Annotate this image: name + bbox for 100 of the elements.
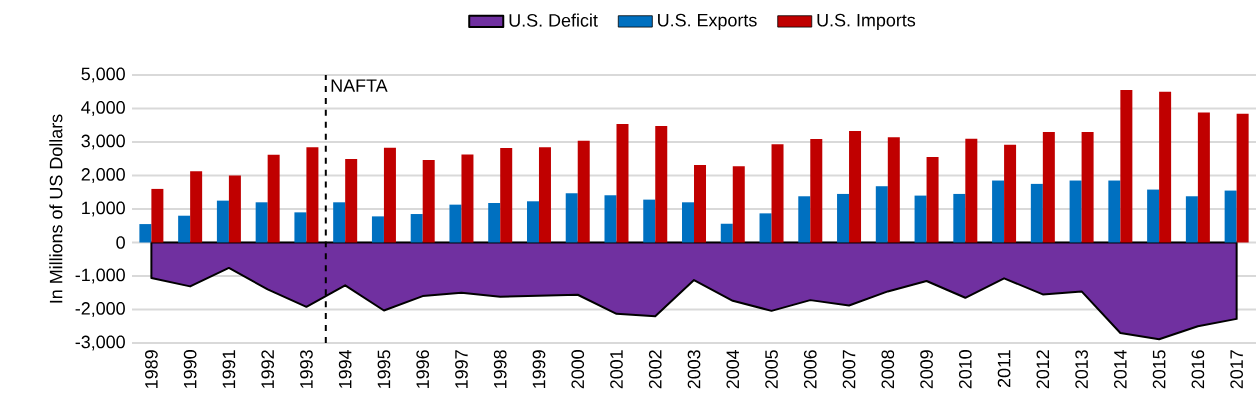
bar: [216, 200, 229, 243]
bar: [345, 159, 358, 243]
bar: [682, 202, 695, 243]
x-tick-label: 1998: [493, 350, 507, 388]
x-tick-label: 1997: [455, 350, 468, 388]
x-tick-label: 2016: [1191, 350, 1205, 389]
bar: [1004, 144, 1017, 243]
x-tick-label: 2012: [1036, 350, 1050, 389]
bar: [1120, 90, 1133, 243]
bar: [267, 154, 280, 243]
bar: [1197, 112, 1210, 243]
x-tick-label: 1999: [532, 350, 546, 388]
x-tick-label: 2017: [1230, 350, 1243, 389]
bar: [255, 202, 268, 243]
y-tick-label: -3,000: [75, 335, 125, 351]
bar: [1042, 131, 1055, 243]
bar: [228, 175, 241, 243]
x-tick-label: 2001: [610, 350, 623, 389]
y-axis-title: In Millions of US Dollars: [49, 114, 63, 303]
x-tick-label: 2009: [920, 350, 933, 389]
x-tick-label: 2014: [1114, 349, 1127, 389]
bar: [604, 195, 617, 243]
x-tick-label: 2011: [997, 350, 1011, 388]
bar: [875, 186, 888, 243]
x-tick-label: 2007: [842, 350, 856, 389]
bar: [837, 193, 850, 243]
bar: [759, 213, 772, 243]
bar: [1147, 189, 1160, 243]
y-tick-label: 0: [116, 236, 125, 249]
bar: [190, 171, 203, 243]
x-tick-label: 2002: [648, 350, 662, 389]
bar: [849, 130, 862, 243]
bar: [449, 204, 462, 243]
bar: [577, 140, 590, 243]
bar: [926, 157, 939, 243]
bar: [500, 148, 513, 243]
bar: [1108, 180, 1121, 243]
bar: [810, 138, 823, 243]
bar: [383, 147, 396, 243]
bar: [1081, 131, 1094, 243]
bar: [151, 188, 164, 243]
bar: [538, 147, 551, 243]
x-tick-label: 2000: [571, 350, 585, 389]
bar: [1185, 196, 1198, 243]
bar: [488, 202, 501, 243]
y-tick-label: 2,000: [81, 168, 125, 183]
bar: [771, 144, 784, 243]
x-tick-label: 1992: [261, 350, 275, 388]
legend-label: U.S. Imports: [817, 13, 916, 31]
bar: [1030, 183, 1043, 243]
bar: [655, 125, 668, 243]
bar: [461, 154, 474, 243]
x-tick-label: 1993: [300, 350, 313, 388]
bar: [333, 202, 346, 243]
x-tick-label: 1994: [338, 349, 352, 388]
bar: [306, 147, 319, 243]
y-tick-label: 4,000: [81, 101, 125, 116]
bar: [798, 196, 811, 243]
bar: [732, 166, 745, 243]
bar: [953, 193, 966, 243]
bar: [720, 223, 733, 243]
legend-label: U.S. Exports: [658, 13, 757, 31]
bar: [422, 160, 435, 243]
bar: [1224, 190, 1237, 243]
bar: [294, 212, 307, 243]
x-tick-label: 1996: [416, 350, 430, 388]
y-tick-label: 5,000: [81, 67, 125, 83]
x-tick-label: 2006: [803, 350, 817, 389]
x-tick-label: 2003: [687, 350, 701, 389]
bar: [643, 199, 656, 243]
bar: [565, 193, 578, 243]
x-tick-label: 2010: [958, 350, 972, 389]
x-tick-label: 2015: [1152, 350, 1166, 389]
x-tick-label: 1995: [377, 350, 391, 388]
x-tick-label: 2005: [765, 350, 778, 389]
bar: [526, 201, 539, 243]
bar: [992, 180, 1005, 243]
x-tick-label: 1989: [145, 350, 158, 388]
x-tick-label: 2013: [1075, 350, 1088, 389]
y-tick-label: 1,000: [82, 201, 125, 217]
x-tick-label: 2008: [881, 350, 895, 389]
bar: [914, 195, 927, 243]
bar: [178, 215, 191, 243]
bar: [410, 214, 423, 243]
ref-line-label: NAFTA: [331, 79, 388, 92]
bar: [1069, 180, 1082, 243]
x-tick-label: 2004: [726, 349, 740, 389]
x-tick-label: 1991: [222, 350, 236, 388]
x-tick-label: 1990: [183, 350, 197, 388]
bar: [371, 216, 384, 243]
y-tick-label: -2,000: [75, 302, 125, 317]
bar: [616, 123, 629, 243]
bar: [694, 165, 707, 243]
bar: [887, 137, 900, 243]
y-tick-label: 3,000: [81, 134, 125, 150]
bar: [139, 224, 152, 243]
legend-label: U.S. Deficit: [509, 13, 598, 27]
y-tick-label: -1,000: [75, 268, 125, 284]
bar: [1159, 91, 1172, 243]
bar: [965, 138, 978, 243]
